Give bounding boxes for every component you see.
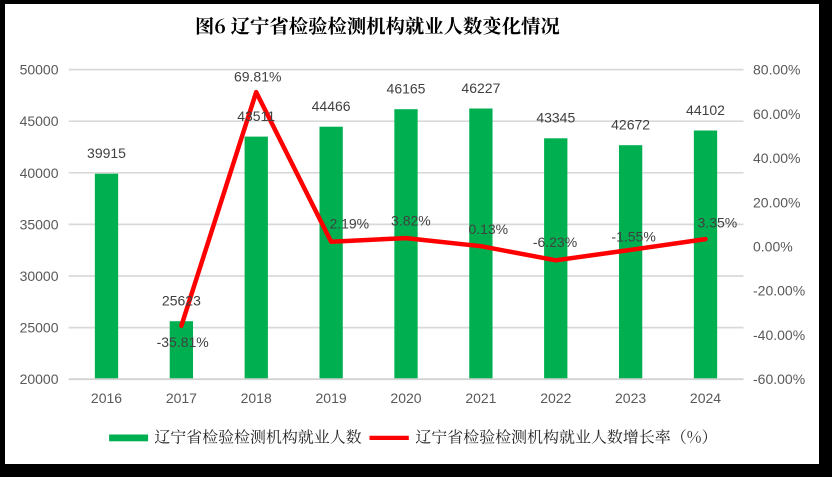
svg-text:3.35%: 3.35% (698, 214, 738, 230)
svg-text:43511: 43511 (237, 108, 275, 124)
svg-text:0.00%: 0.00% (753, 239, 793, 255)
svg-text:45000: 45000 (20, 113, 59, 129)
svg-text:35000: 35000 (20, 216, 59, 232)
svg-text:44466: 44466 (312, 98, 351, 114)
svg-text:2019: 2019 (316, 390, 347, 406)
svg-text:42672: 42672 (611, 117, 650, 133)
svg-text:-60.00%: -60.00% (753, 371, 805, 387)
svg-text:44102: 44102 (686, 102, 725, 118)
svg-text:46165: 46165 (387, 81, 426, 97)
svg-text:-40.00%: -40.00% (753, 327, 805, 343)
svg-text:2.19%: 2.19% (329, 216, 369, 232)
svg-text:2021: 2021 (465, 390, 496, 406)
svg-text:39915: 39915 (87, 145, 126, 161)
svg-text:2017: 2017 (166, 390, 197, 406)
svg-text:-20.00%: -20.00% (753, 283, 805, 299)
svg-text:25000: 25000 (20, 320, 59, 336)
svg-text:-6.23%: -6.23% (533, 234, 577, 250)
svg-text:60.00%: 60.00% (753, 106, 800, 122)
svg-text:2024: 2024 (690, 390, 721, 406)
svg-text:40000: 40000 (20, 165, 59, 181)
svg-text:3.82%: 3.82% (391, 212, 431, 228)
svg-text:-35.81%: -35.81% (157, 334, 209, 350)
svg-text:2022: 2022 (540, 390, 571, 406)
svg-text:43345: 43345 (536, 110, 575, 126)
svg-text:25623: 25623 (162, 293, 201, 309)
svg-text:40.00%: 40.00% (753, 150, 800, 166)
svg-text:50000: 50000 (20, 62, 59, 78)
svg-text:2016: 2016 (91, 390, 122, 406)
svg-text:20000: 20000 (20, 371, 59, 387)
svg-text:30000: 30000 (20, 268, 59, 284)
svg-text:20.00%: 20.00% (753, 194, 800, 210)
svg-text:2020: 2020 (390, 390, 421, 406)
svg-text:80.00%: 80.00% (753, 62, 800, 78)
svg-text:-1.55%: -1.55% (611, 229, 655, 245)
svg-text:2018: 2018 (241, 390, 272, 406)
svg-text:0.13%: 0.13% (468, 221, 508, 237)
svg-text:69.81%: 69.81% (234, 69, 281, 85)
svg-text:2023: 2023 (615, 390, 646, 406)
svg-text:46227: 46227 (461, 80, 500, 96)
